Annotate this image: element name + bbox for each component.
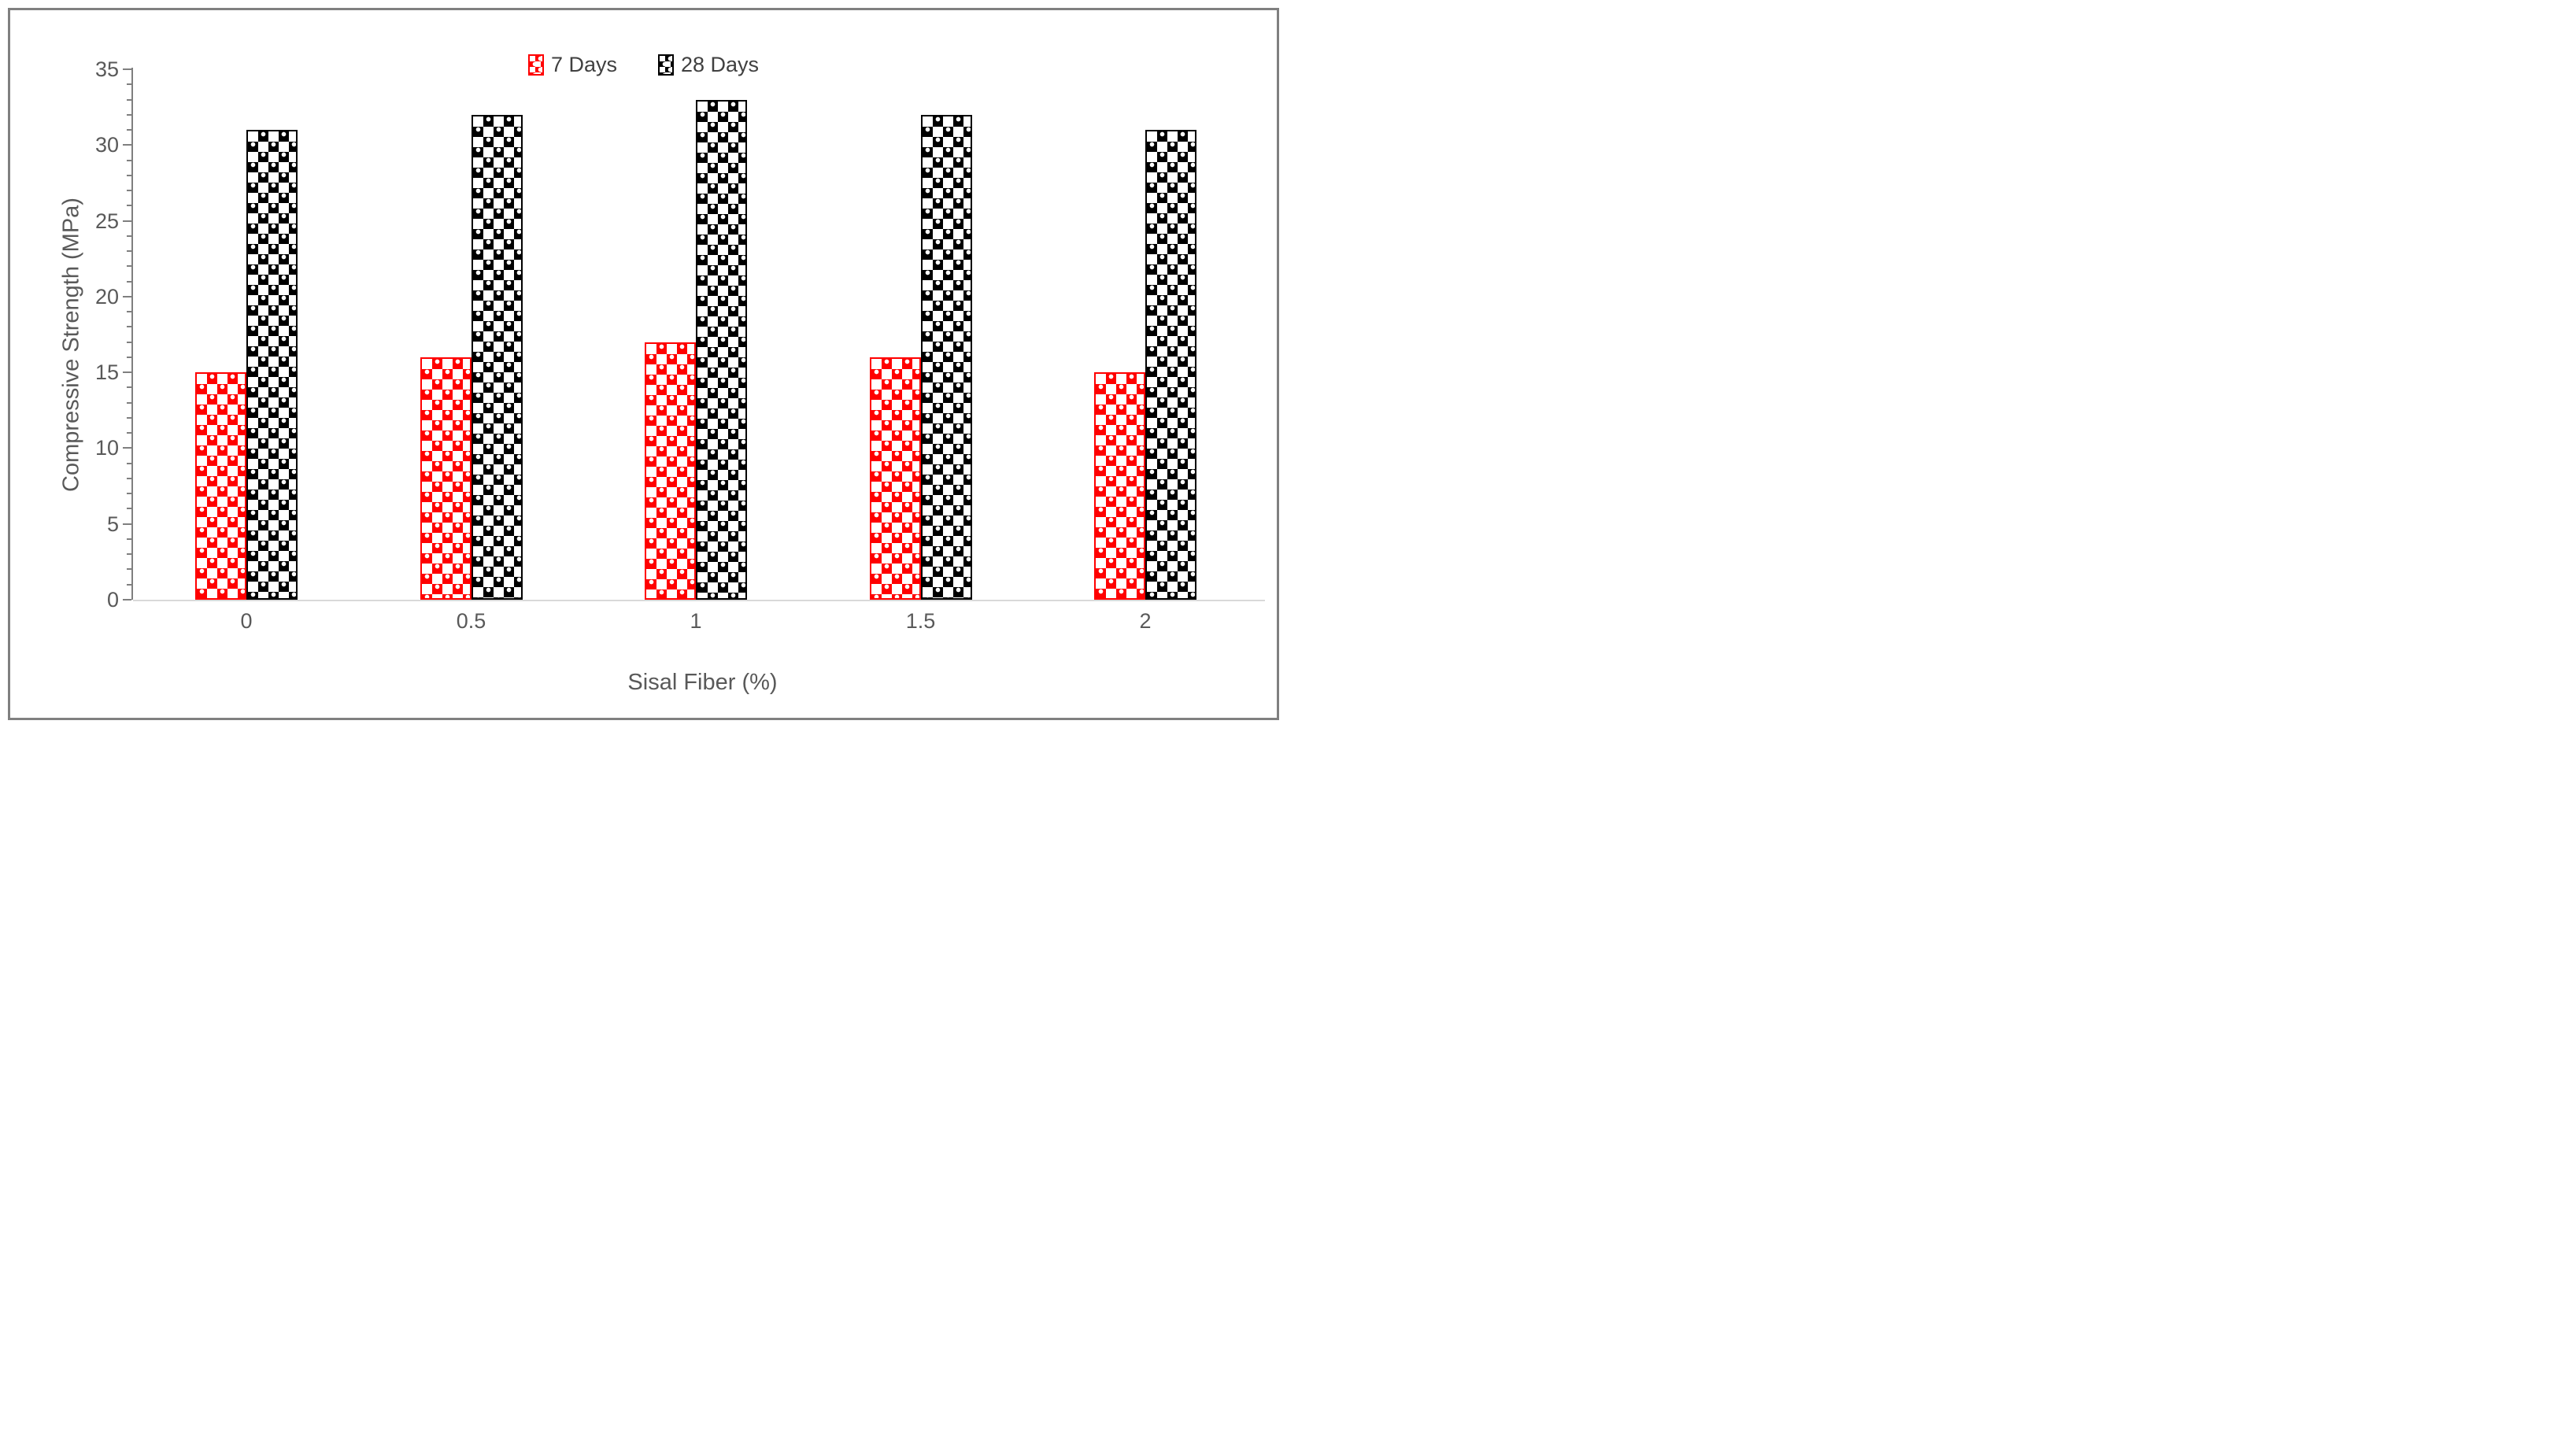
- y-major-tick: [123, 371, 131, 374]
- y-minor-tick: [127, 98, 131, 101]
- y-minor-tick: [127, 190, 131, 192]
- bar-28days-1: [696, 99, 747, 600]
- x-tick-label: 1.5: [905, 609, 936, 633]
- y-minor-tick: [127, 159, 131, 161]
- y-major-tick: [123, 220, 131, 222]
- bar-28days-0: [246, 130, 298, 600]
- bar-7days-1: [645, 342, 696, 600]
- y-minor-tick: [127, 462, 131, 464]
- bar-7days-2: [1094, 372, 1145, 600]
- chart-frame: 7 Days 28 Days Compressive Strength (MPa)…: [8, 8, 1279, 720]
- y-major-tick: [123, 68, 131, 70]
- x-tick-label: 2: [1139, 609, 1152, 633]
- legend-label: 7 Days: [550, 53, 617, 76]
- y-tick-label: 0: [106, 588, 119, 612]
- y-minor-tick: [127, 553, 131, 556]
- y-tick-label: 25: [94, 209, 119, 233]
- bar-7days-0: [195, 372, 246, 600]
- legend-label: 28 Days: [680, 53, 760, 76]
- x-axis-title: Sisal Fiber (%): [627, 670, 778, 695]
- y-major-tick: [123, 447, 131, 449]
- x-tick-label: 0.5: [456, 609, 486, 633]
- y-minor-tick: [127, 250, 131, 253]
- y-major-tick: [123, 295, 131, 297]
- y-tick-label: 30: [94, 133, 119, 157]
- y-minor-tick: [127, 280, 131, 283]
- y-minor-tick: [127, 416, 131, 419]
- y-minor-tick: [127, 205, 131, 207]
- y-major-tick: [123, 523, 131, 525]
- bar-7days-0.5: [420, 357, 472, 600]
- y-minor-tick: [127, 386, 131, 389]
- legend-item-28days: 28 Days: [657, 53, 760, 77]
- legend: 7 Days 28 Days: [10, 53, 1277, 77]
- plot-area: 0 5 10 15 20 25 30 35 0 0.5 1 1.5 2: [10, 10, 1277, 718]
- y-tick-label: 35: [94, 57, 119, 81]
- y-minor-tick: [127, 568, 131, 571]
- y-minor-tick: [127, 265, 131, 268]
- y-minor-tick: [127, 129, 131, 131]
- y-minor-tick: [127, 538, 131, 540]
- bar-28days-0.5: [471, 114, 523, 600]
- y-minor-tick: [127, 174, 131, 176]
- y-axis-line: [131, 68, 133, 600]
- y-minor-tick: [127, 341, 131, 343]
- y-minor-tick: [127, 401, 131, 404]
- y-tick-label: 15: [94, 360, 119, 385]
- y-tick-label: 10: [94, 436, 119, 460]
- x-tick-label: 1: [690, 609, 702, 633]
- x-tick-label: 0: [240, 609, 253, 633]
- y-major-tick: [123, 144, 131, 146]
- y-minor-tick: [127, 83, 131, 86]
- y-minor-tick: [127, 432, 131, 434]
- bar-28days-1.5: [920, 114, 972, 600]
- y-minor-tick: [127, 311, 131, 313]
- y-tick-label: 20: [94, 284, 119, 309]
- legend-swatch-icon: [657, 54, 674, 76]
- y-minor-tick: [127, 235, 131, 237]
- y-minor-tick: [127, 583, 131, 586]
- y-minor-tick: [127, 356, 131, 358]
- y-major-tick: [123, 599, 131, 601]
- x-axis-line: [133, 600, 1265, 601]
- y-minor-tick: [127, 493, 131, 495]
- y-minor-tick: [127, 326, 131, 328]
- y-minor-tick: [127, 508, 131, 510]
- y-minor-tick: [127, 477, 131, 479]
- legend-item-7days: 7 Days: [527, 53, 617, 77]
- legend-swatch-icon: [527, 54, 544, 76]
- y-minor-tick: [127, 113, 131, 116]
- bar-7days-1.5: [869, 357, 921, 600]
- y-tick-label: 5: [106, 512, 119, 536]
- bar-28days-2: [1145, 130, 1196, 600]
